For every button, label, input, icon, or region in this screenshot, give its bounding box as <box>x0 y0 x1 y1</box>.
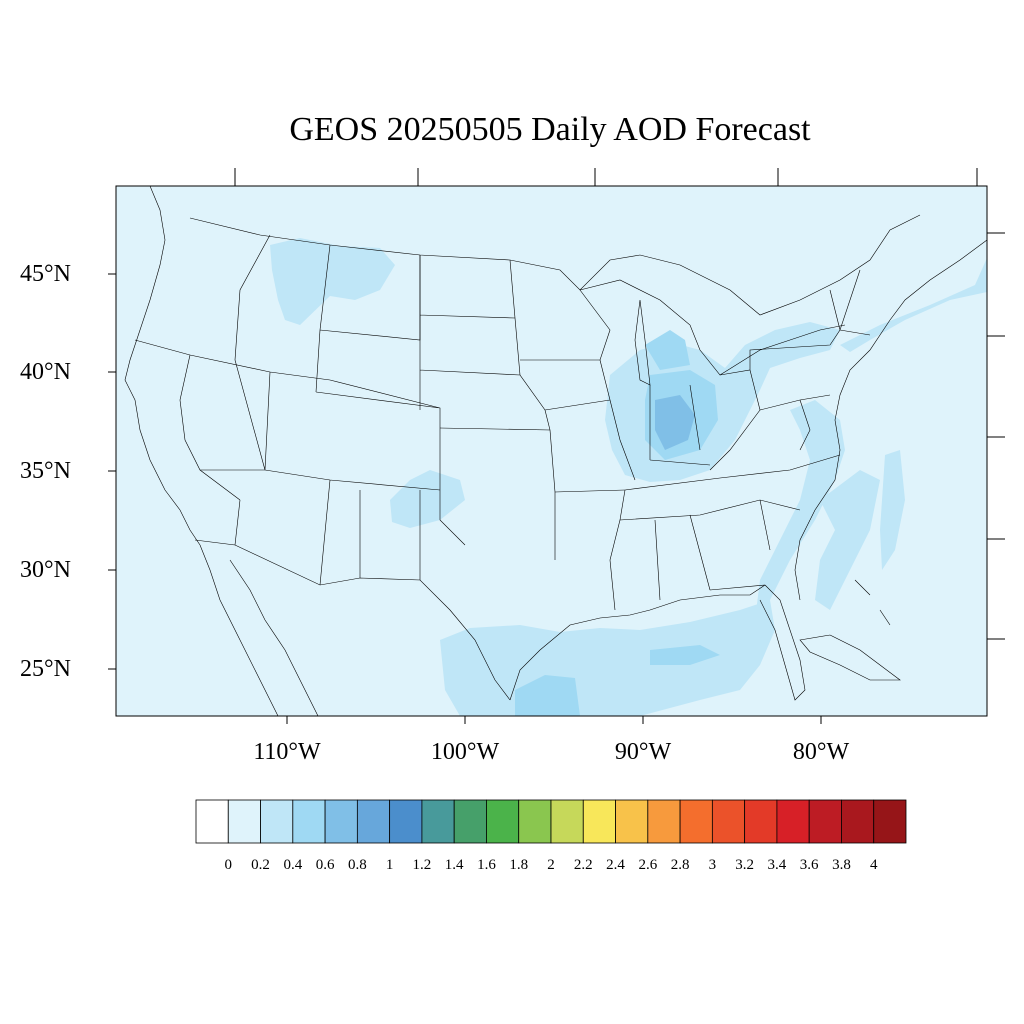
colorbar-swatch <box>389 799 423 844</box>
coastline-florida <box>759 584 806 701</box>
state-lines-plains <box>419 255 626 560</box>
lat-label-30n: 30°N <box>20 557 71 583</box>
aod-shade-new-mexico <box>390 470 465 528</box>
colorbar-tick-label: 0.4 <box>283 857 303 873</box>
colorbar-tick-label: 1 <box>385 857 394 873</box>
colorbar-tick-label: 1.2 <box>412 857 432 873</box>
colorbar-swatch <box>227 799 261 844</box>
colorbar-tick-label: 0.2 <box>251 857 270 873</box>
colorbar-tick-label: 3.4 <box>767 857 787 873</box>
colorbar-tick-label: 3.2 <box>735 857 754 873</box>
colorbar-swatch <box>518 799 552 844</box>
lon-label-90w: 90°W <box>614 739 672 765</box>
colorbar-swatch <box>453 799 487 844</box>
colorbar-tick-label: 4 <box>869 857 878 873</box>
state-lines-east <box>709 269 871 471</box>
map-ticks <box>108 168 1005 724</box>
colorbar-swatch <box>582 799 616 844</box>
aod-shade-atlantic-far <box>880 450 905 570</box>
colorbar-tick-label: 2.8 <box>670 857 690 873</box>
colorbar-swatch <box>421 799 455 844</box>
aod-shade-michigan <box>645 330 690 370</box>
colorbar-swatch <box>486 799 520 844</box>
lon-label-100w: 100°W <box>430 739 500 765</box>
colorbar-tick-label: 2.4 <box>606 857 625 873</box>
colorbar-tick-label: 0.8 <box>347 857 367 873</box>
coastline-mexico-west <box>229 559 319 716</box>
great-lakes <box>579 279 846 376</box>
border-us-canada <box>189 214 921 316</box>
colorbar-tick-label: 2.2 <box>573 857 593 873</box>
colorbar-tick-label: 0 <box>224 857 233 873</box>
map-title: GEOS 20250505 Daily AOD Forecast <box>289 111 811 148</box>
coastline-pacific <box>124 186 201 546</box>
state-lines-south <box>619 454 841 601</box>
colorbar-swatch <box>615 799 649 844</box>
cuba <box>799 634 901 681</box>
colorbar-tick-label: 2.6 <box>638 857 658 873</box>
colorbar-swatch <box>873 799 907 844</box>
colorbar-tick-label: 1.6 <box>477 857 496 873</box>
aod-shade-northeast-plume <box>840 258 987 352</box>
colorbar-swatch <box>356 799 391 844</box>
aod-shade-gulf-east <box>650 645 720 665</box>
aod-shade-gulf-core <box>515 675 580 716</box>
state-lines-west <box>134 234 441 501</box>
political-boundaries <box>124 186 987 716</box>
colorbar-swatch <box>679 799 713 844</box>
lat-label-25n: 25°N <box>20 656 71 682</box>
colorbar-swatch <box>744 799 778 844</box>
aod-shade-indiana-peak <box>655 395 695 450</box>
aod-shading <box>270 238 987 716</box>
coastline-atlantic <box>794 239 987 601</box>
bahamas <box>854 579 891 626</box>
colorbar-swatch <box>324 799 358 844</box>
colorbar-tick-label: 1.8 <box>509 857 529 873</box>
lake-michigan <box>634 299 651 386</box>
colorbar-swatch <box>195 799 229 844</box>
map-frame <box>115 185 988 717</box>
state-lines-southwest <box>200 469 466 586</box>
colorbar-swatch <box>776 799 810 844</box>
colorbar-swatch <box>711 799 746 844</box>
colorbar-tick-label: 3.8 <box>832 857 851 873</box>
colorbar-swatch <box>550 799 584 844</box>
aod-shade-atlantic-offshore <box>815 470 880 610</box>
coastline-baja <box>199 544 279 716</box>
state-lines-midwest <box>520 289 711 611</box>
lon-label-110w: 110°W <box>253 739 321 765</box>
lat-label-40n: 40°N <box>20 359 71 385</box>
colorbar-swatch <box>647 799 681 844</box>
colorbar-swatch <box>292 799 326 844</box>
lon-label-80w: 80°W <box>792 739 850 765</box>
colorbar-tick-label: 1.4 <box>444 857 464 873</box>
colorbar-swatch <box>841 799 875 844</box>
lat-label-45n: 45°N <box>20 261 71 287</box>
coastline-gulf <box>509 584 766 701</box>
colorbar-swatch <box>808 799 842 844</box>
colorbar-tick-label: 3.6 <box>799 857 819 873</box>
aod-shade-northern-rockies <box>270 238 395 325</box>
colorbar-swatch <box>260 799 294 844</box>
colorbar-tick-label: 0.6 <box>315 857 335 873</box>
colorbar-tick-label: 2 <box>547 857 555 873</box>
colorbar-tick-label: 3 <box>708 857 717 873</box>
lat-label-35n: 35°N <box>20 458 71 484</box>
